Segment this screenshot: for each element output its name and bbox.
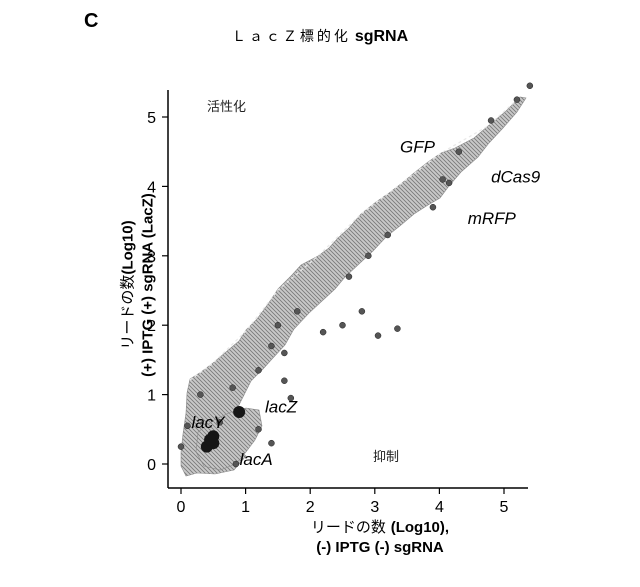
y-tick-label: 5	[147, 110, 156, 127]
outlier-point	[178, 444, 184, 450]
outlier-point	[230, 385, 236, 391]
outlier-point	[365, 253, 371, 259]
y-tick-label: 2	[147, 318, 156, 335]
outlier-point	[340, 322, 346, 328]
outlier-point	[385, 232, 391, 238]
outlier-point	[294, 308, 300, 314]
outlier-point	[256, 426, 262, 432]
outlier-point	[281, 378, 287, 384]
outlier-point	[394, 326, 400, 332]
x-tick-label: 5	[500, 499, 509, 516]
outlier-point	[375, 333, 381, 339]
highlight-point	[204, 434, 216, 446]
outlier-point	[440, 176, 446, 182]
annotation-lacy: lacY	[191, 413, 226, 432]
outlier-point	[268, 440, 274, 446]
x-tick-label: 1	[241, 499, 250, 516]
outlier-point	[488, 117, 494, 123]
x-tick-label: 2	[306, 499, 315, 516]
y-tick-label: 4	[147, 179, 156, 196]
outlier-point	[256, 367, 262, 373]
scatter-plot: 0 1 2 3 4 5 0 1 2 3 4 5 GFP dCas9 mRFP lacY lacZ lacA	[0, 0, 640, 587]
annotation-mrfp: mRFP	[468, 209, 517, 228]
outlier-point	[268, 343, 274, 349]
outlier-point	[430, 204, 436, 210]
outlier-point	[359, 308, 365, 314]
y-tick-label: 0	[147, 457, 156, 474]
y-tick-label: 1	[147, 388, 156, 405]
annotation-laca: lacA	[240, 450, 273, 469]
outlier-point	[514, 97, 520, 103]
highlight-point	[233, 406, 245, 418]
y-tick-label: 3	[147, 249, 156, 266]
outlier-point	[320, 329, 326, 335]
outlier-point	[197, 392, 203, 398]
outlier-point	[446, 180, 452, 186]
outlier-point	[184, 423, 190, 429]
outlier-point	[456, 149, 462, 155]
annotation-gfp: GFP	[400, 138, 436, 157]
outlier-point	[275, 322, 281, 328]
outlier-point	[233, 461, 239, 467]
outlier-point	[281, 350, 287, 356]
x-tick-label: 0	[177, 499, 186, 516]
x-tick-label: 4	[435, 499, 444, 516]
x-tick-label: 3	[370, 499, 379, 516]
point-cloud-group	[181, 97, 526, 476]
annotation-lacz: lacZ	[265, 397, 298, 416]
outlier-point	[527, 83, 533, 89]
annotation-dcas9: dCas9	[491, 168, 541, 187]
outlier-point	[346, 274, 352, 280]
